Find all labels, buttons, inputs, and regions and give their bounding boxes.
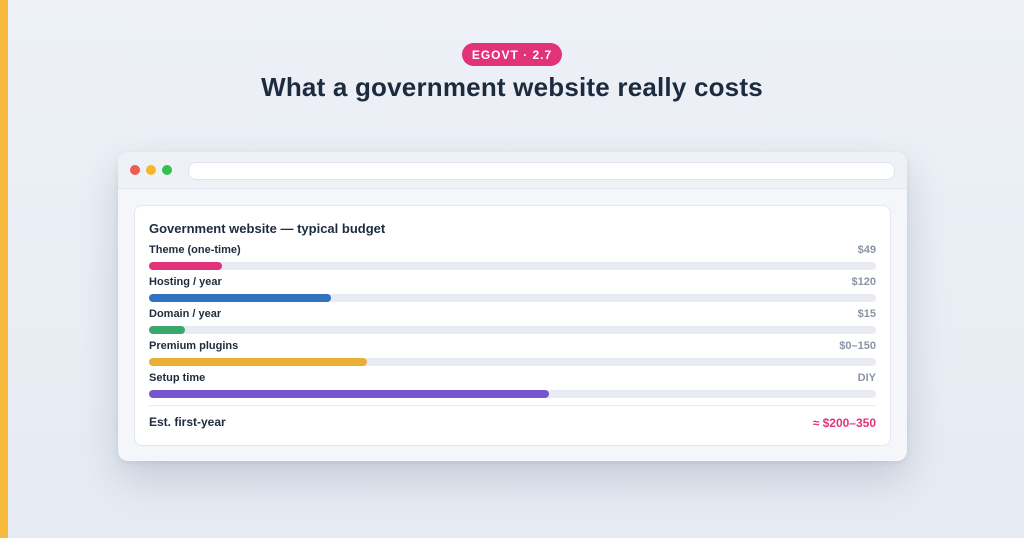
- budget-row-value: $0–150: [839, 340, 876, 352]
- card-divider: [149, 405, 876, 406]
- close-dot-icon[interactable]: [130, 165, 140, 175]
- window-titlebar: [118, 152, 907, 189]
- budget-row-theme: Theme (one-time) $49: [149, 244, 876, 274]
- minimize-dot-icon[interactable]: [146, 165, 156, 175]
- budget-row-setup: Setup time DIY: [149, 372, 876, 402]
- budget-bar-track: [149, 326, 876, 334]
- budget-row-value: $15: [857, 308, 876, 320]
- budget-row-label: Domain / year: [149, 308, 222, 320]
- budget-bar-fill: [149, 358, 368, 366]
- budget-row-value: $49: [857, 244, 876, 256]
- budget-bar-track: [149, 390, 876, 398]
- browser-window: Government website — typical budget Them…: [118, 152, 907, 461]
- budget-bar-track: [149, 358, 876, 366]
- budget-bar-track: [149, 294, 876, 302]
- budget-bar-fill: [149, 294, 331, 302]
- budget-row-label: Premium plugins: [149, 340, 239, 352]
- budget-row-label: Theme (one-time): [149, 244, 241, 256]
- budget-bar-fill: [149, 326, 186, 334]
- budget-row-hosting: Hosting / year $120: [149, 276, 876, 306]
- budget-bar-fill: [149, 262, 222, 270]
- budget-row-label: Hosting / year: [149, 276, 222, 288]
- left-accent-bar: [0, 0, 8, 538]
- budget-bar-track: [149, 262, 876, 270]
- budget-row-value: DIY: [857, 372, 876, 384]
- budget-row-plugins: Premium plugins $0–150: [149, 340, 876, 370]
- budget-row-label: Setup time: [149, 372, 206, 384]
- budget-card: Government website — typical budget Them…: [134, 205, 891, 446]
- total-value: ≈ $200–350: [812, 416, 876, 430]
- card-title: Government website — typical budget: [149, 221, 386, 236]
- total-label: Est. first-year: [149, 415, 226, 429]
- address-bar[interactable]: [188, 162, 895, 180]
- budget-bar-fill: [149, 390, 549, 398]
- section-badge: EGOVT · 2.7: [462, 43, 562, 66]
- maximize-dot-icon[interactable]: [162, 165, 172, 175]
- budget-row-domain: Domain / year $15: [149, 308, 876, 338]
- budget-row-value: $120: [851, 276, 876, 288]
- page-title: What a government website really costs: [261, 72, 763, 102]
